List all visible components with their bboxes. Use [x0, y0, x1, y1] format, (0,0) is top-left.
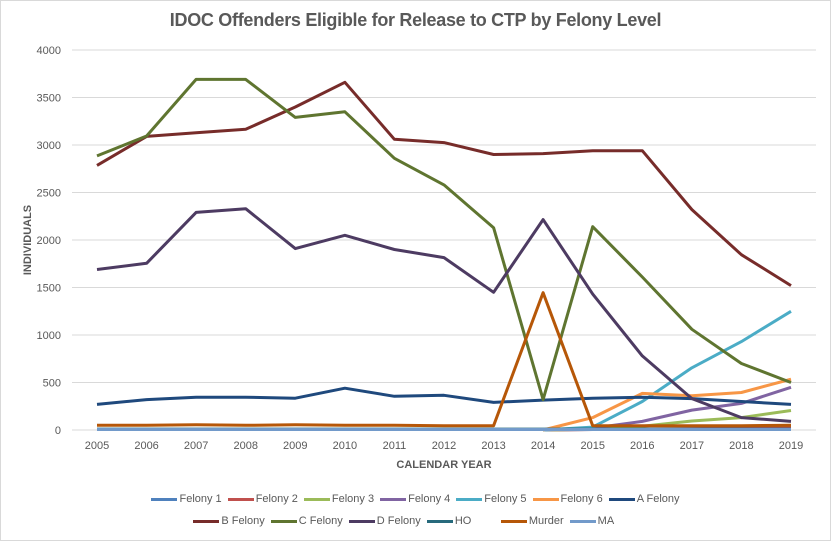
legend-label: D Felony — [376, 515, 421, 527]
x-tick-label: 2011 — [383, 440, 407, 452]
x-tick-label: 2016 — [630, 440, 654, 452]
legend-swatch — [569, 519, 596, 523]
legend-label: Felony 6 — [560, 493, 603, 505]
legend-swatch — [270, 519, 297, 523]
series-line-a-felony — [96, 386, 792, 406]
y-tick-label: 3500 — [37, 93, 61, 105]
legend-label: Murder — [528, 515, 564, 527]
legend-item: D Felony — [348, 515, 421, 527]
legend-row: Felony 1 Felony 2 Felony 3 Felony 4 Felony 5… — [0, 488, 831, 510]
legend-swatch — [151, 497, 178, 501]
legend-swatch — [456, 497, 483, 501]
series-lines — [96, 77, 792, 432]
legend-swatch — [348, 519, 375, 523]
x-tick-label: 2012 — [432, 440, 456, 452]
legend-swatch — [380, 497, 407, 501]
x-tick-label: 2008 — [233, 440, 257, 452]
series-line-d-felony — [96, 207, 792, 423]
legend-label: A Felony — [636, 493, 680, 505]
y-tick-label: 500 — [43, 378, 61, 390]
legend-item: MA — [569, 515, 638, 527]
y-tick-label: 1500 — [37, 283, 61, 295]
legend-label: Felony 2 — [255, 493, 298, 505]
legend-label: Felony 1 — [179, 493, 222, 505]
y-tick-label: 2500 — [37, 188, 61, 200]
legend-item: Felony 5 — [456, 493, 527, 505]
gridlines — [72, 49, 816, 431]
legend-item: Felony 2 — [227, 493, 298, 505]
legend-item: Felony 6 — [532, 493, 603, 505]
x-axis-ticks: 2005 2006 2007 2008 2009 2010 2011 2012 2013 2014… — [85, 440, 803, 452]
legend-item: B Felony — [193, 515, 265, 527]
series-line-felony-5 — [543, 310, 792, 432]
legend-item: C Felony — [270, 515, 343, 527]
y-tick-label: 3000 — [37, 140, 61, 152]
chart-title: IDOC Offenders Eligible for Release to C… — [169, 10, 662, 30]
y-tick-label: 2000 — [37, 235, 61, 247]
legend-item: Murder — [500, 515, 564, 527]
series-line-murder — [97, 291, 792, 428]
x-tick-label: 2018 — [729, 440, 753, 452]
legend-swatch — [227, 497, 254, 501]
legend-row: B Felony C Felony D Felony HO Murder MA — [0, 510, 831, 532]
y-tick-label: 0 — [55, 425, 61, 437]
y-axis-ticks: 0 500 1000 1500 2000 2500 3000 3500 4000 — [37, 45, 61, 437]
legend-label: Felony 4 — [408, 493, 451, 505]
legend-item: Felony 1 — [151, 493, 222, 505]
x-tick-label: 2014 — [531, 440, 555, 452]
legend-item: Felony 4 — [380, 493, 450, 505]
legend-label: Felony 3 — [331, 493, 375, 505]
legend-swatch — [426, 519, 453, 523]
y-tick-label: 1000 — [37, 330, 61, 342]
legend-item: A Felony — [608, 493, 680, 505]
x-tick-label: 2015 — [580, 440, 604, 452]
series-line-b-felony — [96, 80, 792, 287]
x-tick-label: 2017 — [680, 440, 704, 452]
legend-item: Felony 3 — [303, 493, 375, 505]
x-tick-label: 2019 — [779, 440, 803, 452]
series-line-c-felony — [96, 77, 792, 402]
y-axis-title: INDIVIDUALS — [22, 205, 34, 275]
x-tick-label: 2009 — [283, 440, 307, 452]
x-tick-label: 2007 — [184, 440, 208, 452]
x-tick-label: 2013 — [481, 440, 505, 452]
x-axis-title: CALENDAR YEAR — [396, 459, 491, 471]
legend-label: HO — [454, 515, 472, 527]
legend-swatch — [500, 519, 527, 523]
series-line-felony-6 — [542, 377, 792, 432]
legend-label: Felony 5 — [484, 493, 527, 505]
legend-label: B Felony — [221, 515, 265, 527]
legend-label: C Felony — [298, 515, 343, 527]
x-tick-label: 2010 — [333, 440, 357, 452]
x-tick-label: 2006 — [134, 440, 158, 452]
y-tick-label: 4000 — [37, 45, 61, 57]
legend-swatch — [303, 497, 330, 501]
legend-label: MA — [597, 515, 615, 527]
legend-swatch — [608, 497, 635, 501]
legend-swatch — [193, 519, 220, 523]
legend: Felony 1 Felony 2 Felony 3 Felony 4 Felony 5… — [0, 488, 831, 532]
legend-item: HO — [426, 515, 495, 527]
legend-swatch — [532, 497, 559, 501]
x-tick-label: 2005 — [85, 440, 109, 452]
